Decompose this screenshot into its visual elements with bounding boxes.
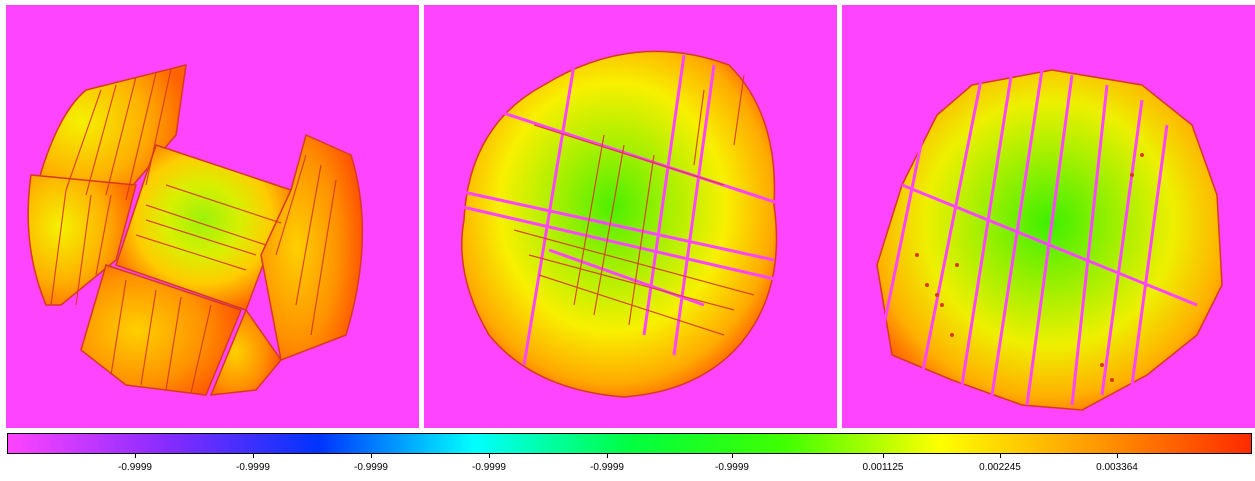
image-panel-right (842, 5, 1255, 428)
image-panel-left (6, 5, 419, 428)
tick-mark (732, 454, 733, 458)
tick-mark (1117, 454, 1118, 458)
tick-mark (371, 454, 372, 458)
tick-label: -0.9999 (118, 462, 152, 473)
center-panel-image (453, 50, 785, 398)
tick-mark (489, 454, 490, 458)
tick-mark (135, 454, 136, 458)
colorbar (7, 433, 1252, 454)
tick-label: 0.001125 (862, 462, 904, 473)
right-panel-image (876, 69, 1223, 411)
tick-label: -0.9999 (236, 462, 270, 473)
left-panel-image (27, 64, 364, 396)
tick-label: -0.9999 (472, 462, 506, 473)
tick-mark (1000, 454, 1001, 458)
tick-label: 0.003364 (1096, 462, 1138, 473)
tick-mark (607, 454, 608, 458)
tick-label: -0.9999 (715, 462, 749, 473)
tick-mark (883, 454, 884, 458)
tick-label: -0.9999 (590, 462, 624, 473)
colorbar-ticks: -0.9999 -0.9999 -0.9999 -0.9999 -0.9999 … (7, 454, 1252, 478)
tick-mark (253, 454, 254, 458)
image-panel-center (424, 5, 837, 428)
tick-label: -0.9999 (354, 462, 388, 473)
tick-label: 0.002245 (979, 462, 1021, 473)
